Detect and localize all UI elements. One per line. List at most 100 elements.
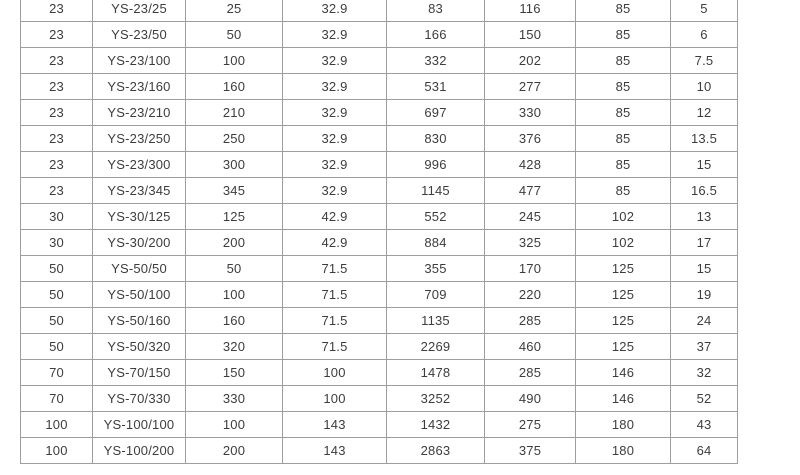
table-cell: YS-23/250 [92, 125, 186, 152]
table-cell: 15 [670, 255, 738, 282]
table-cell: YS-23/345 [92, 177, 186, 204]
table-cell: 12 [670, 99, 738, 126]
table-cell: 1145 [386, 177, 485, 204]
table-cell: 43 [670, 411, 738, 438]
table-cell: 428 [484, 151, 576, 178]
table-cell: 490 [484, 385, 576, 412]
table-cell: YS-70/330 [92, 385, 186, 412]
table-cell: YS-30/125 [92, 203, 186, 230]
table-cell: 330 [484, 99, 576, 126]
table-cell: 160 [185, 73, 283, 100]
table-cell: 320 [185, 333, 283, 360]
table-cell: 17 [670, 229, 738, 256]
table-cell: 50 [20, 307, 93, 334]
table-cell: 24 [670, 307, 738, 334]
table-cell: 697 [386, 99, 485, 126]
table-cell: 30 [20, 203, 93, 230]
table-cell: 7.5 [670, 47, 738, 74]
table-cell: 100 [20, 437, 93, 464]
table-cell: 30 [20, 229, 93, 256]
table-cell: YS-50/50 [92, 255, 186, 282]
table-cell: 1478 [386, 359, 485, 386]
table-cell: 245 [484, 203, 576, 230]
table-cell: 64 [670, 437, 738, 464]
table-cell: 32.9 [282, 21, 387, 48]
table-cell: 180 [575, 411, 671, 438]
table-cell: 300 [185, 151, 283, 178]
table-cell: 345 [185, 177, 283, 204]
specs-table: 23 YS-23/25 25 32.9 83 116 85 5 23 YS-23/50 50 32.9… [20, 0, 738, 464]
table-cell: YS-23/25 [92, 0, 186, 22]
table-cell: 180 [575, 437, 671, 464]
table-cell: 25 [185, 0, 283, 22]
table-row: 23 YS-23/345 345 32.9 1145 477 85 16.5 [20, 177, 738, 204]
table-row: 23 YS-23/210 210 32.9 697 330 85 12 [20, 99, 738, 126]
table-cell: 23 [20, 73, 93, 100]
table-cell: 102 [575, 229, 671, 256]
table-cell: 146 [575, 385, 671, 412]
table-cell: 15 [670, 151, 738, 178]
table-cell: 884 [386, 229, 485, 256]
table-row: 23 YS-23/50 50 32.9 166 150 85 6 [20, 21, 738, 48]
table-row: 23 YS-23/160 160 32.9 531 277 85 10 [20, 73, 738, 100]
table-cell: 100 [282, 385, 387, 412]
table-cell: 83 [386, 0, 485, 22]
table-cell: 70 [20, 359, 93, 386]
table-cell: 32.9 [282, 0, 387, 22]
table-cell: YS-23/210 [92, 99, 186, 126]
table-row: 50 YS-50/100 100 71.5 709 220 125 19 [20, 281, 738, 308]
table-row: 30 YS-30/200 200 42.9 884 325 102 17 [20, 229, 738, 256]
table-cell: YS-30/200 [92, 229, 186, 256]
table-cell: 125 [575, 333, 671, 360]
table-cell: 37 [670, 333, 738, 360]
table-row: 23 YS-23/250 250 32.9 830 376 85 13.5 [20, 125, 738, 152]
table-cell: 2863 [386, 437, 485, 464]
table-cell: YS-50/100 [92, 281, 186, 308]
table-cell: 23 [20, 99, 93, 126]
table-cell: 23 [20, 125, 93, 152]
table-cell: 143 [282, 437, 387, 464]
table-cell: 210 [185, 99, 283, 126]
table-cell: 285 [484, 307, 576, 334]
table-cell: 71.5 [282, 307, 387, 334]
table-cell: 23 [20, 21, 93, 48]
table-cell: 32.9 [282, 99, 387, 126]
table-cell: 71.5 [282, 281, 387, 308]
table-cell: 32.9 [282, 177, 387, 204]
table-cell: 85 [575, 73, 671, 100]
table-cell: 32.9 [282, 73, 387, 100]
table-cell: YS-23/160 [92, 73, 186, 100]
table-cell: 275 [484, 411, 576, 438]
table-cell: 460 [484, 333, 576, 360]
table-cell: 13.5 [670, 125, 738, 152]
table-cell: 32.9 [282, 151, 387, 178]
table-cell: 477 [484, 177, 576, 204]
table-cell: 277 [484, 73, 576, 100]
table-cell: 2269 [386, 333, 485, 360]
table-cell: 100 [185, 47, 283, 74]
table-row: 23 YS-23/100 100 32.9 332 202 85 7.5 [20, 47, 738, 74]
table-cell: 85 [575, 151, 671, 178]
table-cell: 355 [386, 255, 485, 282]
table-cell: 375 [484, 437, 576, 464]
table-cell: 50 [20, 281, 93, 308]
table-cell: 85 [575, 125, 671, 152]
table-cell: 376 [484, 125, 576, 152]
table-cell: 166 [386, 21, 485, 48]
table-cell: YS-23/50 [92, 21, 186, 48]
table-cell: 71.5 [282, 333, 387, 360]
table-cell: 325 [484, 229, 576, 256]
table-cell: 552 [386, 203, 485, 230]
table-cell: 85 [575, 99, 671, 126]
table-cell: 160 [185, 307, 283, 334]
table-cell: 50 [20, 333, 93, 360]
table-cell: 71.5 [282, 255, 387, 282]
table-cell: 220 [484, 281, 576, 308]
table-cell: 85 [575, 0, 671, 22]
table-cell: 100 [20, 411, 93, 438]
table-cell: 830 [386, 125, 485, 152]
table-cell: 100 [185, 411, 283, 438]
table-cell: 85 [575, 21, 671, 48]
table-cell: 52 [670, 385, 738, 412]
